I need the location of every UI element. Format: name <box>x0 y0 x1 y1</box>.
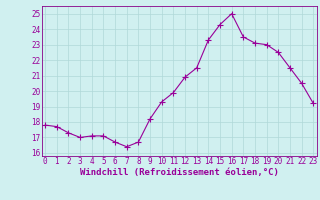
X-axis label: Windchill (Refroidissement éolien,°C): Windchill (Refroidissement éolien,°C) <box>80 168 279 177</box>
